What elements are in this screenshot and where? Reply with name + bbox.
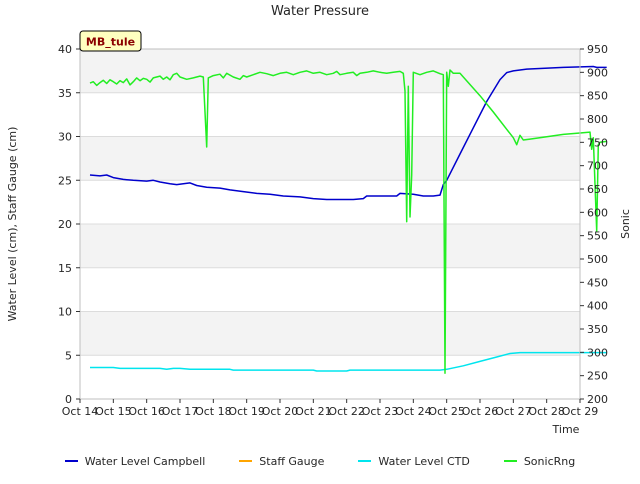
legend: Water Level Campbell Staff Gauge Water L…: [0, 452, 640, 470]
grid-lines: [80, 92, 580, 356]
axes: 0 5 10 15 20 25 30 35 40 200 250 300 350 400 450 500 550…: [58, 43, 608, 418]
x-tick-label: Oct 19: [228, 405, 265, 418]
plot-band: [80, 311, 580, 356]
x-tick-label: Oct 24: [395, 405, 432, 418]
site-label: MB_tule: [86, 36, 135, 49]
legend-label-staff-gauge: Staff Gauge: [259, 454, 325, 468]
legend-swatch-ctd: [358, 460, 372, 462]
y2-tick-label: 450: [587, 276, 608, 289]
legend-swatch-staff-gauge: [239, 460, 253, 462]
y2-tick-label: 500: [587, 253, 608, 266]
x-tick-label: Oct 22: [328, 405, 365, 418]
y-tick-label: 15: [58, 262, 72, 275]
y2-tick-label: 700: [587, 160, 608, 173]
plot-band: [80, 136, 580, 181]
y2-tick-label: 600: [587, 206, 608, 219]
x-tick-label: Oct 17: [162, 405, 199, 418]
y-tick-label: 10: [58, 306, 72, 319]
legend-item-staff-gauge: Staff Gauge: [239, 452, 324, 470]
y-tick-label: 25: [58, 174, 72, 187]
legend-label-ctd: Water Level CTD: [378, 454, 470, 468]
y-tick-label: 30: [58, 131, 72, 144]
plot-band: [80, 224, 580, 268]
x-tick-label: Oct 25: [428, 405, 465, 418]
x-tick-label: Oct 27: [495, 405, 532, 418]
y2-tick-label: 750: [587, 136, 608, 149]
y-tick-label: 20: [58, 218, 72, 231]
x-tick-label: Oct 29: [562, 405, 599, 418]
y2-tick-label: 900: [587, 66, 608, 79]
y-tick-label: 40: [58, 43, 72, 56]
legend-swatch-campbell: [64, 460, 78, 462]
plot-band: [80, 49, 580, 93]
site-label-badge: MB_tule: [79, 30, 142, 52]
y2-tick-label: 550: [587, 230, 608, 243]
x-tick-label: Oct 16: [128, 405, 165, 418]
y2-tick-label: 250: [587, 370, 608, 383]
x-tick-label: Oct 21: [295, 405, 332, 418]
y-tick-label: 35: [58, 87, 72, 100]
series-line-water-level-ctd: [90, 351, 607, 372]
y2-tick-label: 850: [587, 90, 608, 103]
y-axis-label: Water Level (cm), Staff Gauge (cm): [6, 127, 19, 322]
x-tick-label: Oct 20: [262, 405, 299, 418]
y2-tick-label: 650: [587, 183, 608, 196]
y2-tick-label: 950: [587, 43, 608, 56]
series-line-water-level-campbell: [89, 65, 607, 201]
chart-title: Water Pressure: [271, 4, 369, 19]
y2-axis-label: Sonic: [619, 209, 632, 239]
x-tick-label: Oct 23: [362, 405, 399, 418]
series-layer: [89, 65, 607, 375]
x-tick-label: Oct 18: [195, 405, 232, 418]
y2-tick-label: 800: [587, 113, 608, 126]
legend-item-water-level-campbell: Water Level Campbell: [64, 452, 206, 470]
plot-bands: [80, 49, 580, 356]
y2-tick-label: 350: [587, 323, 608, 336]
x-tick-label: Oct 15: [95, 405, 132, 418]
legend-label-sonicrng: SonicRng: [523, 454, 576, 468]
x-axis-label: Time: [552, 423, 580, 436]
legend-swatch-sonicrng: [503, 460, 517, 462]
legend-item-water-level-ctd: Water Level CTD: [358, 452, 470, 470]
series-line-sonicrng: [89, 69, 607, 375]
x-tick-label: Oct 28: [528, 405, 565, 418]
site-label-box: [79, 30, 142, 52]
y-tick-label: 0: [65, 393, 72, 406]
y2-tick-label: 400: [587, 300, 608, 313]
x-tick-label: Oct 26: [462, 405, 499, 418]
legend-item-sonicrng: SonicRng: [503, 452, 576, 470]
y-tick-label: 5: [65, 349, 72, 362]
y2-tick-label: 300: [587, 346, 608, 359]
x-tick-label: Oct 14: [62, 405, 99, 418]
legend-label-campbell: Water Level Campbell: [84, 454, 206, 468]
y2-tick-label: 200: [587, 393, 608, 406]
